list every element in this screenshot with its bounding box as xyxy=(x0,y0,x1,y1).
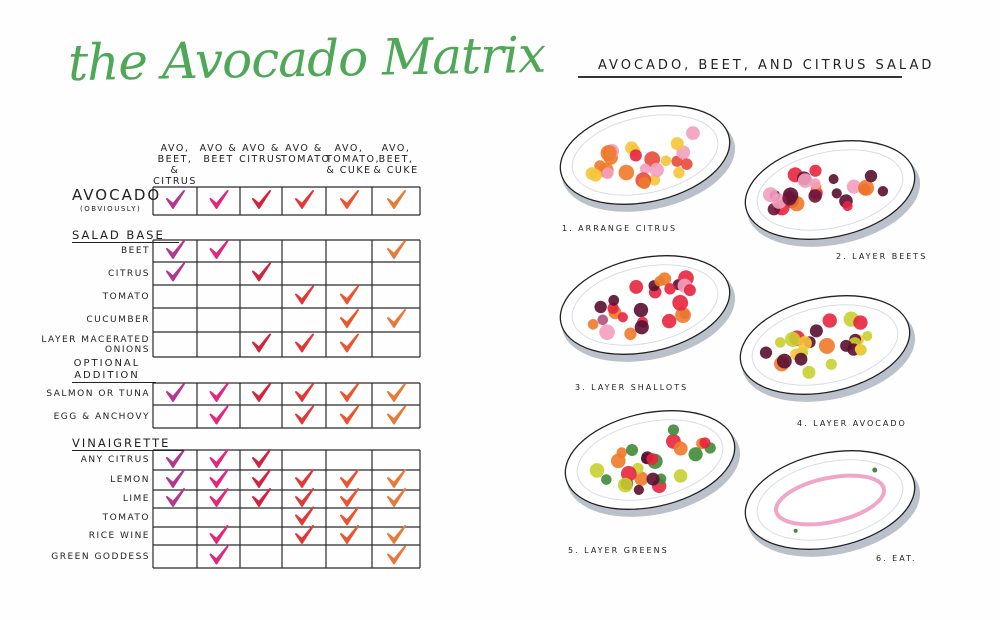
checkmark xyxy=(295,383,314,402)
row-label: RICE WINE xyxy=(88,531,150,541)
checkmark xyxy=(295,469,314,488)
checkmark xyxy=(295,506,314,526)
checkmark xyxy=(252,262,271,282)
checkmark xyxy=(387,488,406,507)
checkmark xyxy=(252,383,271,402)
checkmark xyxy=(209,488,229,507)
checkmark xyxy=(295,525,314,544)
checkmark xyxy=(252,449,271,468)
checkmark xyxy=(340,525,359,544)
checkmark xyxy=(340,285,359,305)
checkmark xyxy=(295,405,314,425)
step-label: 6. EAT. xyxy=(876,554,917,563)
row-label: LAYER MACERATED ONIONS xyxy=(41,334,150,355)
row-label: LEMON xyxy=(110,475,150,485)
row-label: LIME xyxy=(122,494,150,504)
row-label: TOMATO xyxy=(102,291,150,302)
checkmark xyxy=(166,449,185,468)
step-label: 1. ARRANGE CITRUS xyxy=(562,224,678,233)
checkmark xyxy=(387,525,406,544)
step-label: 4. LAYER AVOCADO xyxy=(797,419,907,428)
column-header: AVO & TOMATO xyxy=(281,143,331,165)
step-label: 2. LAYER BEETS xyxy=(836,252,928,261)
checkmark xyxy=(387,190,406,209)
checkmark xyxy=(387,469,406,488)
checkmark xyxy=(166,469,185,488)
section-title: VINAIGRETTE xyxy=(72,436,185,451)
checkmark xyxy=(209,383,229,402)
column-header: AVO, TOMATO, & CUKE xyxy=(326,143,381,176)
plate-illustration xyxy=(559,255,736,362)
avocado-row-label: AVOCADO xyxy=(72,186,162,204)
checkmark xyxy=(166,190,185,209)
checkmark xyxy=(340,469,359,488)
plate-illustration xyxy=(559,105,736,212)
checkmark xyxy=(387,383,406,402)
column-header: AVO & BEET xyxy=(199,143,238,165)
checkmark xyxy=(340,405,359,425)
step-label: 3. LAYER SHALLOTS xyxy=(575,383,689,392)
row-label: GREEN GODDESS xyxy=(51,551,150,562)
checkmark xyxy=(209,240,229,259)
checkmark xyxy=(295,488,314,507)
checkmark xyxy=(340,506,359,526)
checkmark xyxy=(340,333,359,353)
plate-illustration xyxy=(744,140,921,247)
checkmark xyxy=(295,285,314,305)
checkmark xyxy=(340,309,359,328)
row-label: BEET xyxy=(120,246,150,256)
checkmark xyxy=(387,309,406,328)
checkmark xyxy=(166,240,185,259)
checkmark xyxy=(166,488,185,507)
row-label: CUCUMBER xyxy=(86,315,150,325)
checkmark xyxy=(387,405,406,425)
checkmark xyxy=(209,449,229,468)
section-title: SALAD BASE xyxy=(72,228,179,243)
checkmark xyxy=(209,469,229,488)
plate-illustration xyxy=(744,450,921,557)
row-label: TOMATO xyxy=(102,512,150,523)
checkmark xyxy=(340,190,359,209)
column-header: AVO & CITRUS xyxy=(239,143,283,165)
checkmark xyxy=(166,383,185,402)
step-label: 5. LAYER GREENS xyxy=(568,546,669,555)
checkmark xyxy=(252,333,271,353)
checkmark xyxy=(340,488,359,507)
plate-illustration xyxy=(564,410,741,517)
recipe-title: AVOCADO, BEET, and CITRUS SALAD xyxy=(598,58,935,73)
checkmark xyxy=(209,545,229,565)
checkmark xyxy=(387,545,406,565)
checkmark xyxy=(295,333,314,353)
checkmark xyxy=(387,240,406,259)
plate-illustration xyxy=(739,295,916,402)
checkmark xyxy=(340,383,359,402)
checkmark xyxy=(209,405,229,425)
checkmark xyxy=(209,525,229,544)
column-header: AVO, BEET, & CITRUS xyxy=(153,143,197,187)
column-header: AVO, BEET, & CUKE xyxy=(373,143,419,176)
title-underline xyxy=(578,76,902,78)
checkmark xyxy=(252,469,271,488)
checkmark xyxy=(209,190,229,209)
checkmark xyxy=(252,190,271,209)
checkmark xyxy=(252,488,271,507)
row-label: CITRUS xyxy=(108,268,150,279)
row-label: EGG & ANCHOVY xyxy=(53,411,150,422)
section-title: OPTIONAL ADDITION xyxy=(72,358,156,383)
checkmark xyxy=(166,262,185,282)
checkmark xyxy=(295,190,314,209)
avocado-row-sublabel: (OBVIOUSLY) xyxy=(80,205,142,213)
row-label: SALMON or TUNA xyxy=(46,389,150,399)
row-label: ANY CITRUS xyxy=(80,455,150,465)
